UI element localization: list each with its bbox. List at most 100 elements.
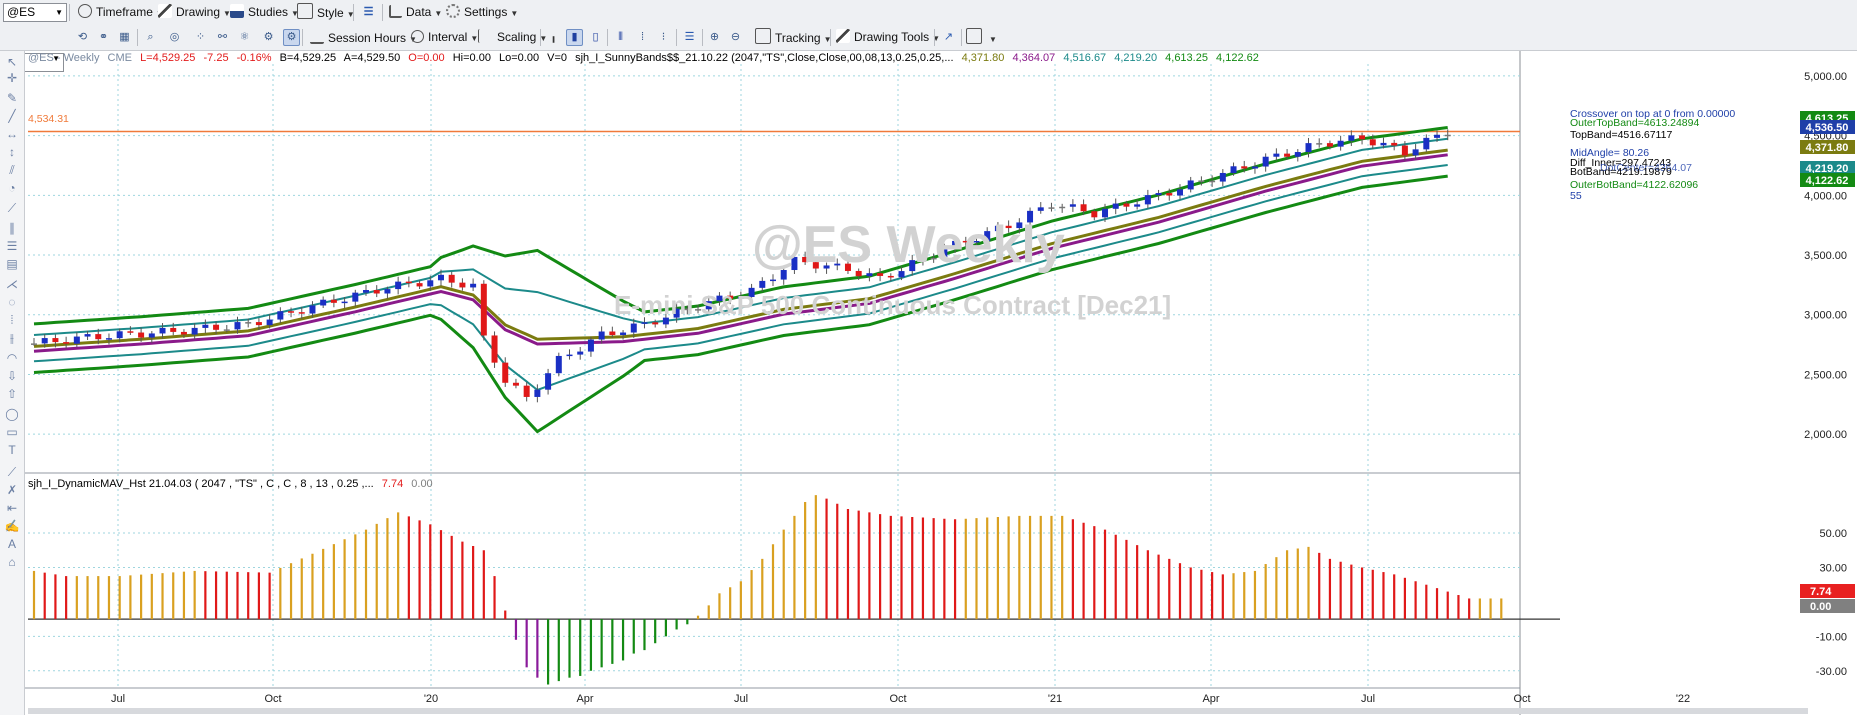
candle: [116, 331, 123, 339]
subpanel-study-name[interactable]: sjh_I_DynamicMAV_Hst 21.04.03 ( 2047 , "…: [28, 478, 374, 490]
candle: [834, 263, 841, 266]
last-price: L=4,529.25: [140, 52, 196, 64]
chevron-down-icon[interactable]: ▼: [55, 8, 63, 17]
candle: [84, 334, 91, 337]
line-icon[interactable]: ╱: [8, 109, 16, 123]
arrow-down-icon[interactable]: ⇩: [6, 369, 18, 383]
settings-toggle-icon[interactable]: ⚙: [283, 29, 300, 46]
eraser-icon[interactable]: ✗: [6, 483, 18, 497]
candle: [277, 311, 284, 320]
chevron-down-icon: ▼: [510, 9, 519, 18]
lock-icon[interactable]: ⌂: [8, 555, 16, 569]
volume: V=0: [547, 52, 568, 64]
time-tick-label: '21: [1048, 693, 1062, 705]
cycle-icon[interactable]: ◌: [8, 295, 16, 309]
settings-menu[interactable]: Settings ▼: [446, 3, 518, 22]
candle: [545, 373, 552, 390]
vertical-line-icon[interactable]: ↕: [9, 145, 15, 159]
hollow-candle-icon[interactable]: ▯: [592, 31, 599, 43]
regression-icon[interactable]: ⫲: [10, 331, 14, 345]
crosshair-icon: [755, 28, 771, 44]
arc-icon[interactable]: ◔: [8, 181, 16, 195]
candle: [352, 292, 359, 302]
trendline-icon[interactable]: ⟋: [7, 201, 17, 215]
horizontal-line-icon[interactable]: ↔: [6, 127, 18, 141]
price-label-icon[interactable]: ⇤: [6, 501, 18, 515]
bars-icon[interactable]: ⁞: [640, 31, 645, 43]
auto-text-icon[interactable]: A: [7, 537, 16, 551]
candle: [1251, 166, 1258, 169]
fibonacci-icon[interactable]: ☰: [6, 239, 18, 253]
drawing-tools-menu[interactable]: Drawing Tools ▼: [836, 28, 940, 47]
study-name[interactable]: sjh_I_SunnyBands$$_21.10.22 (2047,"TS",C…: [575, 52, 954, 64]
style-menu[interactable]: Style ▼: [297, 3, 355, 22]
parallel-icon[interactable]: ∥: [9, 221, 15, 235]
scaling-menu[interactable]: Scaling ▼: [478, 28, 547, 47]
more-menu[interactable]: ▼: [966, 28, 997, 47]
flow-icon[interactable]: ⚛: [239, 31, 250, 43]
arrow-up-icon[interactable]: ⇧: [6, 387, 18, 401]
candle: [962, 240, 969, 243]
histogram-icon[interactable]: ⁝: [661, 31, 666, 43]
symbol-input[interactable]: @ES ▼: [3, 3, 67, 22]
tracking-menu[interactable]: Tracking ▼: [755, 28, 832, 47]
candle: [1005, 225, 1012, 229]
zoom-icon[interactable]: ⌕: [147, 31, 154, 43]
candle: [844, 263, 851, 271]
interval-menu[interactable]: Interval ▼: [411, 28, 478, 47]
channel-icon[interactable]: ⫽: [9, 163, 15, 177]
trend-icon[interactable]: ↗: [943, 31, 954, 43]
settings-label: Settings: [464, 5, 508, 19]
refresh-icon[interactable]: ⟲: [77, 31, 88, 43]
ellipse-icon[interactable]: ◯: [5, 407, 19, 421]
panel-icon[interactable]: ☰: [684, 31, 695, 43]
text-icon[interactable]: T: [8, 443, 16, 457]
scatter-icon[interactable]: ⁘: [195, 31, 206, 43]
candle: [1219, 172, 1226, 182]
pencil-icon[interactable]: ✎: [6, 91, 18, 105]
analysis-icon[interactable]: ⚯: [217, 31, 228, 43]
candle: [1016, 222, 1023, 229]
drawing-label: Drawing: [176, 5, 221, 19]
bar-chart-icon[interactable]: ╻: [550, 31, 557, 43]
candle: [823, 265, 830, 269]
candle: [534, 389, 541, 397]
note-icon[interactable]: ✍: [4, 519, 20, 533]
crosshair-icon[interactable]: ✛: [6, 71, 18, 85]
candle: [523, 385, 530, 397]
grid-icon[interactable]: ▦: [119, 31, 130, 43]
rectangle-icon[interactable]: ▭: [6, 425, 18, 439]
candle: [662, 317, 669, 325]
network-icon[interactable]: ⚙: [263, 31, 274, 43]
cursor-icon[interactable]: ↖: [6, 55, 18, 69]
freehand-icon[interactable]: ⟋: [7, 465, 17, 479]
layout-icon[interactable]: ☰: [363, 6, 374, 18]
candlestick-icon[interactable]: ▮: [566, 29, 583, 46]
candle: [384, 289, 391, 294]
drawing-menu[interactable]: Drawing ▼: [158, 3, 231, 22]
volume-bars-icon[interactable]: ⦀: [618, 31, 623, 43]
speed-lines-icon[interactable]: ⋌: [6, 277, 18, 291]
symbol-title: @ES - Weekly: [28, 52, 100, 64]
candle: [1326, 143, 1333, 147]
candle: [95, 334, 102, 340]
candle: [470, 283, 477, 288]
time-tick-label: '22: [1676, 693, 1690, 705]
zoom-in-icon[interactable]: ⊕: [709, 31, 720, 43]
arc-tool-icon[interactable]: ◠: [6, 351, 18, 365]
zoom-out-icon[interactable]: ⊖: [730, 31, 741, 43]
candle: [245, 322, 252, 324]
data-menu[interactable]: Data ▼: [389, 3, 442, 22]
candle: [855, 270, 862, 277]
candle: [1144, 195, 1151, 205]
price-badge: [1800, 140, 1855, 154]
candle: [705, 301, 712, 310]
bar-pattern-icon[interactable]: ⦙: [10, 313, 14, 327]
studies-menu[interactable]: Studies ▼: [230, 3, 299, 22]
gann-icon[interactable]: ▤: [6, 257, 18, 271]
price-badge-text: 4,536.50: [1806, 122, 1849, 134]
link-icon[interactable]: ⚭: [98, 31, 109, 43]
candle: [1359, 135, 1366, 140]
compass-icon[interactable]: ◎: [169, 31, 180, 43]
